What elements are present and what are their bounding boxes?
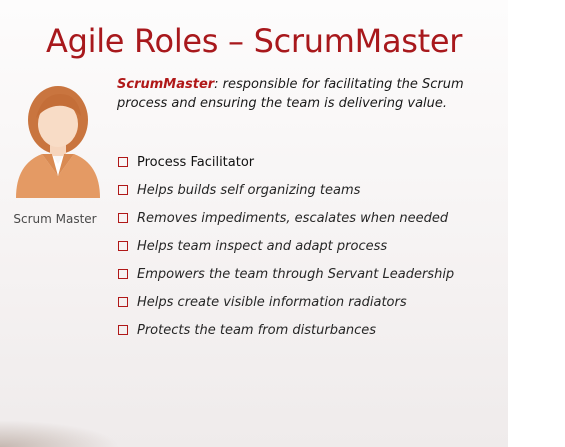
list-item: Removes impediments, escalates when need… — [118, 204, 506, 232]
slide-title: Agile Roles – ScrumMaster — [46, 22, 463, 60]
list-item: Protects the team from disturbances — [118, 316, 506, 344]
list-item: Empowers the team through Servant Leader… — [118, 260, 506, 288]
checkbox-square-icon — [118, 269, 128, 279]
list-item-label: Helps team inspect and adapt process — [137, 238, 388, 254]
list-item-label: Protects the team from disturbances — [137, 322, 377, 338]
intro-paragraph: ScrumMaster: responsible for facilitatin… — [117, 75, 502, 113]
list-item: Helps team inspect and adapt process — [118, 232, 506, 260]
list-item-label: Process Facilitator — [137, 154, 255, 170]
checkbox-square-icon — [118, 297, 128, 307]
avatar-caption: Scrum Master — [13, 212, 97, 226]
intro-text: : responsible for facilitating the Scrum… — [117, 77, 464, 111]
list-item: Helps builds self organizing teams — [118, 176, 506, 204]
checkbox-square-icon — [118, 185, 128, 195]
list-item-label: Helps builds self organizing teams — [137, 182, 361, 198]
list-item-label: Removes impediments, escalates when need… — [137, 210, 449, 226]
checkbox-square-icon — [118, 213, 128, 223]
person-icon — [16, 86, 100, 198]
right-margin — [508, 0, 565, 447]
bullet-list: Process Facilitator Helps builds self or… — [118, 148, 506, 344]
checkbox-square-icon — [118, 157, 128, 167]
list-item: Process Facilitator — [118, 148, 506, 176]
intro-term: ScrumMaster — [117, 77, 215, 92]
checkbox-square-icon — [118, 325, 128, 335]
list-item-label: Empowers the team through Servant Leader… — [137, 266, 455, 282]
list-item-label: Helps create visible information radiato… — [137, 294, 407, 310]
checkbox-square-icon — [118, 241, 128, 251]
list-item: Helps create visible information radiato… — [118, 288, 506, 316]
corner-shadow — [0, 420, 120, 447]
